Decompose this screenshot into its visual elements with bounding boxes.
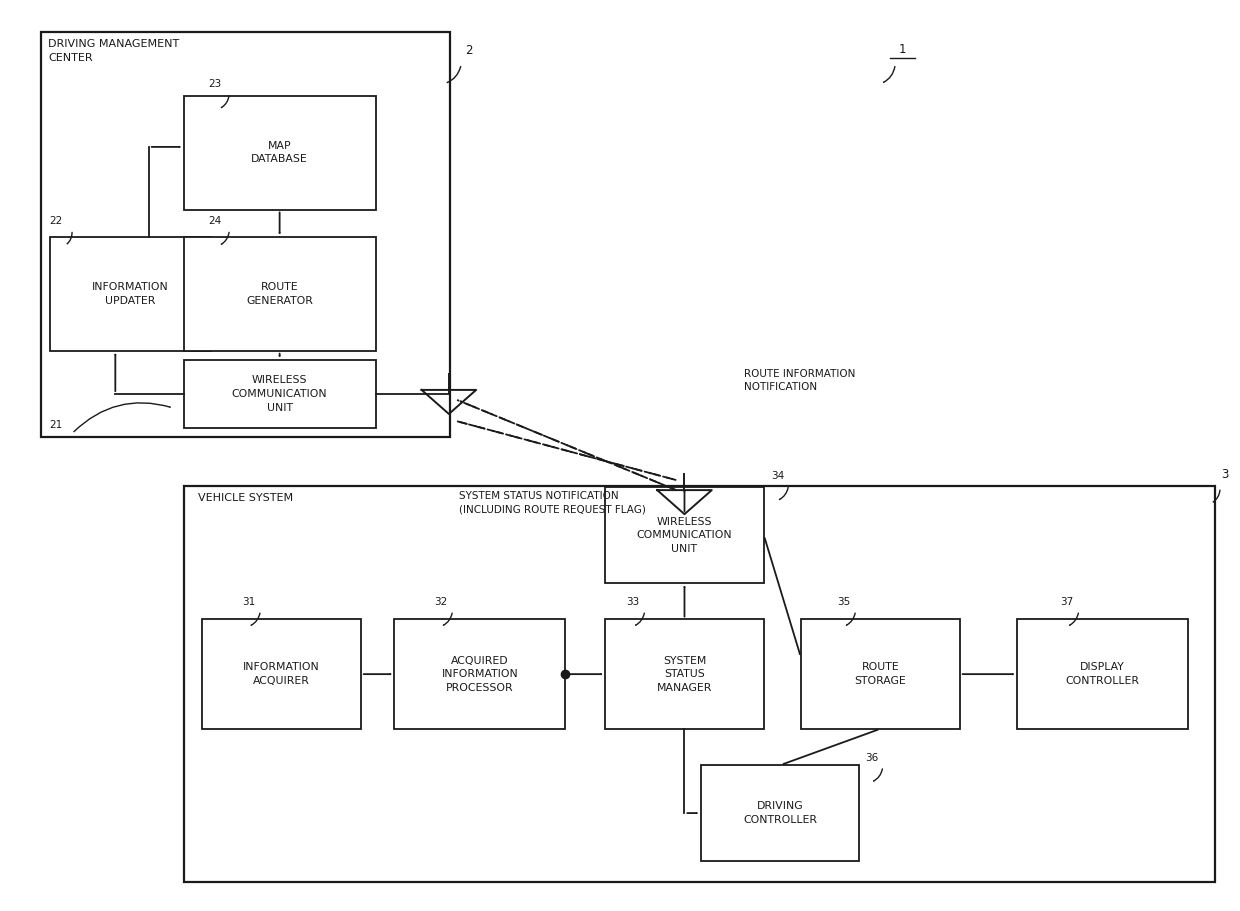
Text: 23: 23 xyxy=(208,79,222,89)
Text: 2: 2 xyxy=(465,45,472,57)
Text: ROUTE
GENERATOR: ROUTE GENERATOR xyxy=(247,282,312,305)
Text: 1: 1 xyxy=(899,44,906,56)
Bar xyxy=(202,619,361,729)
Bar xyxy=(184,360,376,428)
Text: 36: 36 xyxy=(866,752,879,763)
Bar xyxy=(184,486,1215,882)
Bar xyxy=(605,487,764,583)
Text: 22: 22 xyxy=(50,216,63,226)
Text: SYSTEM STATUS NOTIFICATION
(INCLUDING ROUTE REQUEST FLAG): SYSTEM STATUS NOTIFICATION (INCLUDING RO… xyxy=(459,491,646,515)
Text: WIRELESS
COMMUNICATION
UNIT: WIRELESS COMMUNICATION UNIT xyxy=(232,375,327,413)
Bar xyxy=(41,32,450,437)
Text: 35: 35 xyxy=(837,597,851,607)
Text: SYSTEM
STATUS
MANAGER: SYSTEM STATUS MANAGER xyxy=(657,656,712,692)
Text: 24: 24 xyxy=(208,216,222,226)
Text: DISPLAY
CONTROLLER: DISPLAY CONTROLLER xyxy=(1065,662,1140,686)
Text: 37: 37 xyxy=(1060,597,1074,607)
Text: ACQUIRED
INFORMATION
PROCESSOR: ACQUIRED INFORMATION PROCESSOR xyxy=(441,656,518,692)
Text: INFORMATION
UPDATER: INFORMATION UPDATER xyxy=(92,282,169,305)
Text: DRIVING MANAGEMENT
CENTER: DRIVING MANAGEMENT CENTER xyxy=(48,39,180,63)
Bar xyxy=(50,237,211,351)
Text: INFORMATION
ACQUIRER: INFORMATION ACQUIRER xyxy=(243,662,320,686)
Bar xyxy=(394,619,565,729)
Text: ROUTE INFORMATION
NOTIFICATION: ROUTE INFORMATION NOTIFICATION xyxy=(744,369,856,393)
Text: ROUTE
STORAGE: ROUTE STORAGE xyxy=(854,662,906,686)
Text: 32: 32 xyxy=(434,597,448,607)
Text: WIRELESS
COMMUNICATION
UNIT: WIRELESS COMMUNICATION UNIT xyxy=(636,517,733,554)
Bar xyxy=(1017,619,1188,729)
Bar xyxy=(184,96,376,210)
Text: 21: 21 xyxy=(50,420,63,430)
Bar xyxy=(801,619,960,729)
Text: MAP
DATABASE: MAP DATABASE xyxy=(252,141,308,164)
Bar xyxy=(701,765,859,861)
Text: VEHICLE SYSTEM: VEHICLE SYSTEM xyxy=(198,493,294,503)
Text: 33: 33 xyxy=(626,597,640,607)
Bar xyxy=(184,237,376,351)
Bar xyxy=(605,619,764,729)
Text: 3: 3 xyxy=(1221,468,1229,481)
Text: DRIVING
CONTROLLER: DRIVING CONTROLLER xyxy=(743,802,817,824)
Text: 31: 31 xyxy=(242,597,255,607)
Text: 34: 34 xyxy=(771,471,785,481)
